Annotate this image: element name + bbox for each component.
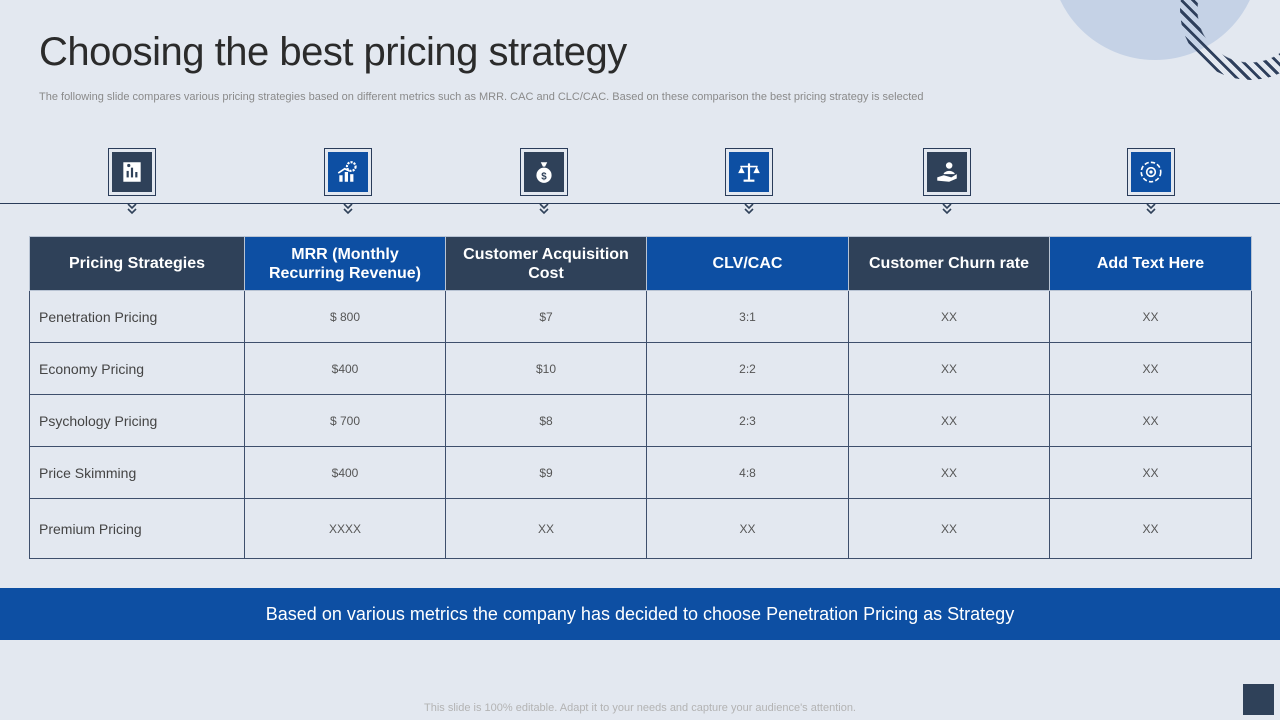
header-customer-churn-rate: Customer Churn rate bbox=[848, 236, 1050, 291]
header-mrr: MRR (Monthly Recurring Revenue) bbox=[244, 236, 446, 291]
report-clipboard-icon bbox=[112, 152, 152, 192]
mrr-cell: XXXX bbox=[244, 498, 446, 559]
extra-cell: XX bbox=[1049, 446, 1252, 499]
mrr-cell: $400 bbox=[244, 446, 446, 499]
icon-column-2 bbox=[324, 148, 372, 216]
slide-subtitle: The following slide compares various pri… bbox=[39, 91, 924, 103]
icon-frame: $ bbox=[520, 148, 568, 196]
growth-chart-gear-icon bbox=[328, 152, 368, 192]
clv-cac-cell: 2:2 bbox=[646, 342, 849, 395]
cac-cell: $10 bbox=[445, 342, 647, 395]
icon-column-1 bbox=[108, 148, 156, 216]
strategy-name: Economy Pricing bbox=[29, 342, 245, 395]
header-pricing-strategies: Pricing Strategies bbox=[29, 236, 245, 291]
mrr-cell: $ 800 bbox=[244, 290, 446, 343]
table-row: Premium Pricing XXXX XX XX XX XX bbox=[29, 498, 1252, 559]
strategy-name: Premium Pricing bbox=[29, 498, 245, 559]
extra-cell: XX bbox=[1049, 498, 1252, 559]
table-row: Psychology Pricing $ 700 $8 2:3 XX XX bbox=[29, 394, 1252, 447]
icon-column-4 bbox=[725, 148, 773, 216]
churn-cell: XX bbox=[848, 290, 1050, 343]
cac-cell: $7 bbox=[445, 290, 647, 343]
header-add-text: Add Text Here bbox=[1049, 236, 1252, 291]
extra-cell: XX bbox=[1049, 290, 1252, 343]
icon-frame bbox=[923, 148, 971, 196]
clv-cac-cell: XX bbox=[646, 498, 849, 559]
clv-cac-cell: 3:1 bbox=[646, 290, 849, 343]
clv-cac-cell: 2:3 bbox=[646, 394, 849, 447]
table-row: Price Skimming $400 $9 4:8 XX XX bbox=[29, 446, 1252, 499]
extra-cell: XX bbox=[1049, 394, 1252, 447]
header-clv-cac: CLV/CAC bbox=[646, 236, 849, 291]
icon-column-5 bbox=[923, 148, 971, 216]
timeline-line bbox=[0, 203, 1280, 204]
money-bag-icon: $ bbox=[524, 152, 564, 192]
mrr-cell: $ 700 bbox=[244, 394, 446, 447]
extra-cell: XX bbox=[1049, 342, 1252, 395]
icon-frame bbox=[1127, 148, 1175, 196]
corner-decoration bbox=[1243, 684, 1274, 715]
churn-cell: XX bbox=[848, 498, 1050, 559]
svg-text:$: $ bbox=[541, 172, 547, 183]
footer-note: This slide is 100% editable. Adapt it to… bbox=[424, 702, 856, 714]
strategy-name: Penetration Pricing bbox=[29, 290, 245, 343]
icon-frame bbox=[725, 148, 773, 196]
icon-column-3: $ bbox=[520, 148, 568, 216]
strategy-name: Psychology Pricing bbox=[29, 394, 245, 447]
churn-cell: XX bbox=[848, 342, 1050, 395]
conclusion-banner: Based on various metrics the company has… bbox=[0, 588, 1280, 640]
pricing-comparison-table: Pricing Strategies MRR (Monthly Recurrin… bbox=[29, 236, 1252, 559]
balance-scale-icon bbox=[729, 152, 769, 192]
hand-support-icon bbox=[927, 152, 967, 192]
table-row: Economy Pricing $400 $10 2:2 XX XX bbox=[29, 342, 1252, 395]
strategy-name: Price Skimming bbox=[29, 446, 245, 499]
churn-cell: XX bbox=[848, 446, 1050, 499]
table-row: Penetration Pricing $ 800 $7 3:1 XX XX bbox=[29, 290, 1252, 343]
slide-title: Choosing the best pricing strategy bbox=[39, 30, 627, 74]
table-header-row: Pricing Strategies MRR (Monthly Recurrin… bbox=[29, 236, 1252, 291]
cac-cell: XX bbox=[445, 498, 647, 559]
clv-cac-cell: 4:8 bbox=[646, 446, 849, 499]
icon-frame bbox=[108, 148, 156, 196]
mrr-cell: $400 bbox=[244, 342, 446, 395]
decorative-striped-ring bbox=[1180, 0, 1280, 80]
target-cycle-icon bbox=[1131, 152, 1171, 192]
header-customer-acquisition-cost: Customer Acquisition Cost bbox=[445, 236, 647, 291]
cac-cell: $8 bbox=[445, 394, 647, 447]
churn-cell: XX bbox=[848, 394, 1050, 447]
icon-frame bbox=[324, 148, 372, 196]
icon-column-6 bbox=[1127, 148, 1175, 216]
cac-cell: $9 bbox=[445, 446, 647, 499]
